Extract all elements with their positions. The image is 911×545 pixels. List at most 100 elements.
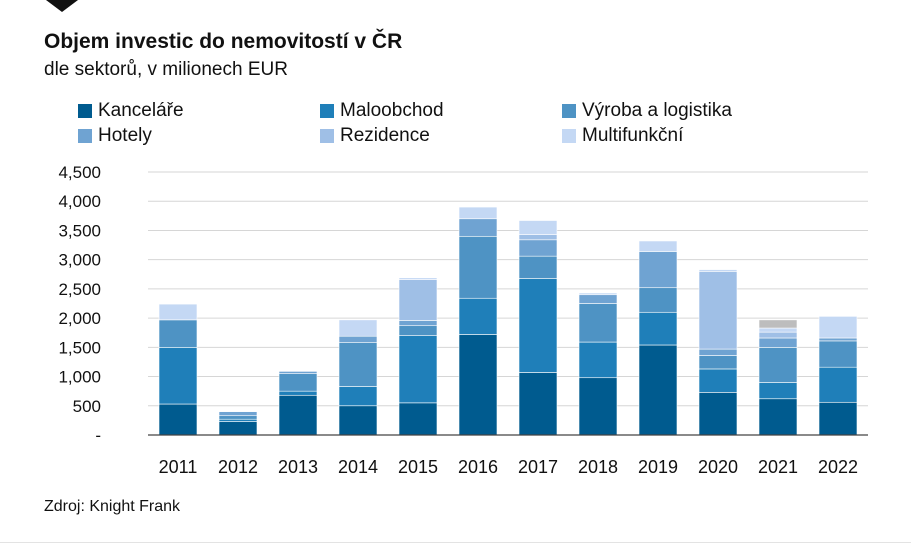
y-tick-label: 2,000 [58, 309, 101, 328]
bar-segment [398, 402, 438, 436]
bar-segment [698, 368, 738, 393]
bar-segment [218, 421, 258, 436]
bar-segment [158, 403, 198, 436]
bar-segment [398, 325, 438, 336]
bar-segment [638, 344, 678, 436]
bar-segment [758, 319, 798, 329]
bar-segment [338, 405, 378, 436]
legend-label: Multifunkční [582, 125, 684, 146]
bar-segment [578, 294, 618, 304]
legend-label: Kanceláře [98, 100, 184, 121]
bar-segment [758, 382, 798, 400]
x-tick-label: 2012 [218, 457, 258, 477]
bar-segment [638, 240, 678, 252]
bar-segment [518, 255, 558, 279]
bar-segment [578, 341, 618, 379]
y-axis: - 500 1,000 1,500 2,000 2,500 3,000 3,500 4,000 4… [58, 163, 101, 445]
legend-swatch [320, 129, 334, 143]
bar-segment [338, 386, 378, 407]
bar-segment [278, 370, 318, 374]
bar-segment [458, 235, 498, 299]
bar-segment [458, 218, 498, 237]
x-tick-label: 2017 [518, 457, 558, 477]
bar-segment [758, 347, 798, 383]
legend-swatch [78, 129, 92, 143]
legend-label: Hotely [98, 125, 152, 146]
bar-segment [818, 337, 858, 342]
y-tick-label: 4,000 [58, 192, 101, 211]
bar-segment [338, 335, 378, 343]
y-tick-label: 1,000 [58, 368, 101, 387]
x-tick-label: 2014 [338, 457, 378, 477]
legend-item-kancelare: Kanceláře [78, 100, 184, 122]
bar-segment [758, 398, 798, 436]
bar-segment [278, 370, 318, 372]
bar-segment [398, 335, 438, 404]
bar-segment [338, 342, 378, 387]
legend-item-hotely: Hotely [78, 125, 152, 147]
bar-segment [518, 239, 558, 257]
bar-segment [218, 415, 258, 420]
legend-label: Rezidence [340, 125, 430, 146]
x-tick-label: 2016 [458, 457, 498, 477]
chart-subtitle: dle sektorů, v milionech EUR [44, 59, 288, 80]
bar-segment [398, 279, 438, 321]
source-note: Zdroj: Knight Frank [44, 498, 181, 515]
x-tick-label: 2022 [818, 457, 858, 477]
bar-segment [338, 319, 378, 337]
bar-segment [518, 278, 558, 373]
bar-segment [638, 311, 678, 346]
bar-segment [458, 297, 498, 335]
y-tick-label: 3,000 [58, 251, 101, 270]
bar-segment [218, 411, 258, 417]
y-tick-label: 2,500 [58, 280, 101, 299]
bars [158, 206, 858, 436]
corner-marker [46, 0, 78, 12]
legend-item-vyroba-a-logistika: Výroba a logistika [562, 100, 732, 122]
bar-segment [698, 355, 738, 370]
bar-segment [818, 366, 858, 403]
bar-segment [518, 372, 558, 436]
bar-segment [458, 206, 498, 220]
x-tick-label: 2013 [278, 457, 318, 477]
bar-segment [578, 303, 618, 343]
bar-segment [638, 287, 678, 313]
legend-swatch [78, 104, 92, 118]
y-tick-label: 1,500 [58, 338, 101, 357]
bar-segment [398, 277, 438, 280]
bar-segment [758, 327, 798, 333]
bar-segment [698, 348, 738, 356]
bar-segment [158, 303, 198, 321]
bar-segment [278, 373, 318, 392]
legend-label: Výroba a logistika [582, 100, 732, 121]
bar-segment [458, 334, 498, 436]
bar-segment [698, 269, 738, 272]
legend-swatch [562, 104, 576, 118]
bar-segment [518, 234, 558, 241]
bar-segment [518, 220, 558, 235]
x-axis: 2011 2012 2013 2014 2015 2016 2017 2018 2019 2020… [148, 434, 868, 477]
bar-segment [218, 418, 258, 422]
bar-segment [818, 340, 858, 368]
bar-segment [818, 401, 858, 436]
bar-segment [758, 337, 798, 348]
legend-item-rezidence: Rezidence [320, 125, 430, 147]
legend-item-multifunkcni: Multifunkční [562, 125, 683, 147]
bar-segment [638, 251, 678, 289]
x-tick-label: 2019 [638, 457, 678, 477]
bar-segment [578, 292, 618, 296]
bar-segment [218, 410, 258, 412]
bar-segment [158, 319, 198, 348]
bar-segment [698, 271, 738, 350]
legend-label: Maloobchod [340, 100, 444, 121]
bar-segment [578, 377, 618, 436]
bar-segment [818, 316, 858, 339]
y-tick-label: 500 [73, 397, 101, 416]
legend-swatch [320, 104, 334, 118]
y-tick-label: 3,500 [58, 221, 101, 240]
bar-segment [278, 390, 318, 396]
x-tick-label: 2015 [398, 457, 438, 477]
chart-title: Objem investic do nemovitostí v ČR [44, 30, 403, 53]
x-tick-label: 2020 [698, 457, 738, 477]
